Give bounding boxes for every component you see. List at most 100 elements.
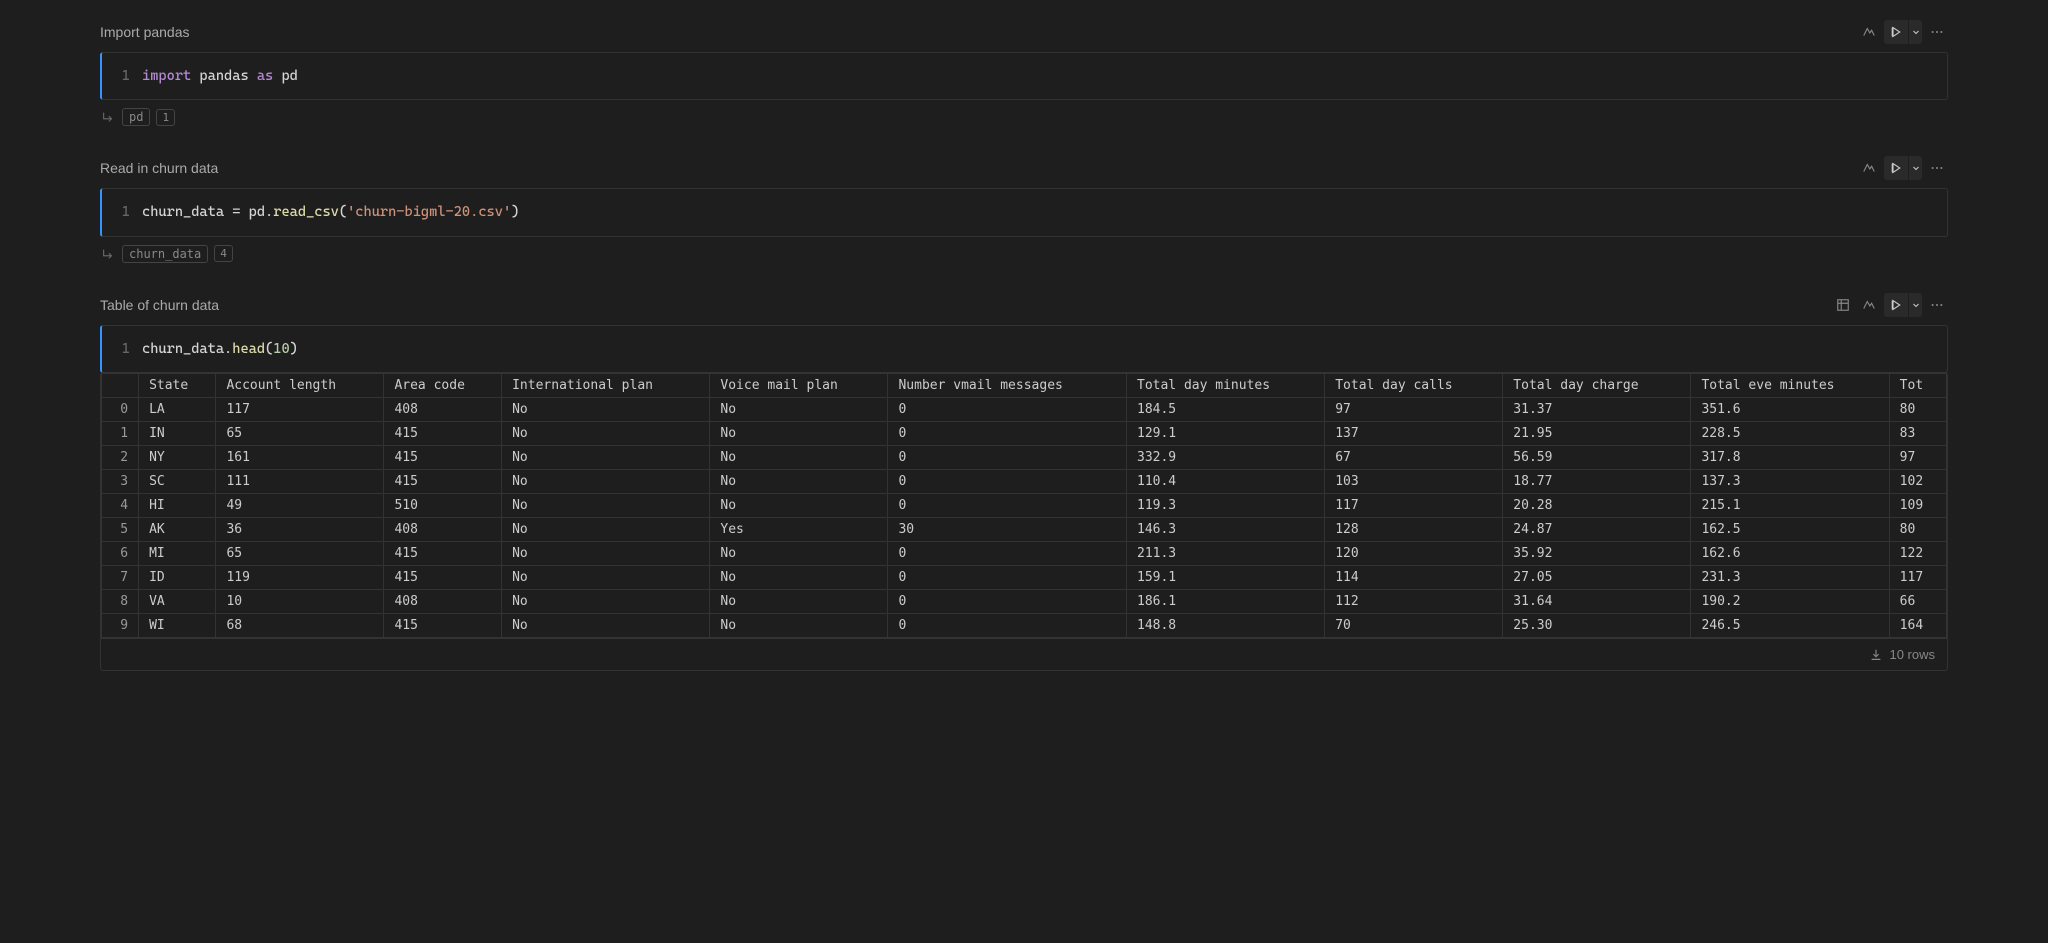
table-cell: 351.6 [1691,398,1889,422]
table-row[interactable]: 8VA10408NoNo0186.111231.64190.266 [102,590,1947,614]
run-cell-button[interactable] [1884,20,1922,44]
more-icon[interactable] [1926,21,1948,43]
column-header[interactable]: Total eve minutes [1691,374,1889,398]
code-content[interactable]: import pandas as pd [142,65,298,87]
chevron-down-icon[interactable] [1908,20,1922,44]
table-view-icon[interactable] [1832,294,1854,316]
table-cell: 36 [216,518,384,542]
table-cell: 159.1 [1127,566,1325,590]
chevron-down-icon[interactable] [1908,156,1922,180]
table-cell: 49 [216,494,384,518]
more-icon[interactable] [1926,294,1948,316]
table-cell: 246.5 [1691,614,1889,638]
diff-icon[interactable] [1858,157,1880,179]
table-cell: 5 [102,518,139,542]
diff-icon[interactable] [1858,21,1880,43]
column-header[interactable]: Area code [384,374,502,398]
output-var-pill[interactable]: pd [122,108,150,126]
table-cell: 161 [216,446,384,470]
table-cell: 215.1 [1691,494,1889,518]
column-header[interactable]: State [139,374,216,398]
code-content[interactable]: churn_data = pd.read_csv('churn-bigml-20… [142,201,519,223]
diff-icon[interactable] [1858,294,1880,316]
cell-header: Read in churn data [100,156,1948,188]
table-row[interactable]: 2NY161415NoNo0332.96756.59317.897 [102,446,1947,470]
code-cell[interactable]: 1 churn_data.head(10) [100,325,1948,373]
column-header[interactable]: Voice mail plan [710,374,888,398]
table-cell: 35.92 [1503,542,1691,566]
play-icon [1884,20,1908,44]
column-header[interactable]: Total day minutes [1127,374,1325,398]
table-row[interactable]: 6MI65415NoNo0211.312035.92162.6122 [102,542,1947,566]
table-cell: ID [139,566,216,590]
output-count-pill: 4 [214,245,233,262]
code-cell[interactable]: 1 import pandas as pd [100,52,1948,100]
run-cell-button[interactable] [1884,156,1922,180]
table-cell: 112 [1325,590,1503,614]
run-cell-button[interactable] [1884,293,1922,317]
cell-header: Table of churn data [100,293,1948,325]
table-cell: No [502,542,710,566]
output-var-pill[interactable]: churn_data [122,245,208,263]
table-row[interactable]: 5AK36408NoYes30146.312824.87162.580 [102,518,1947,542]
table-cell: 164 [1889,614,1946,638]
column-header[interactable]: International plan [502,374,710,398]
cell-actions [1832,293,1948,317]
table-cell: No [502,518,710,542]
table-cell: No [502,494,710,518]
table-cell: 109 [1889,494,1946,518]
table-footer: 10 rows [101,638,1947,670]
table-row[interactable]: 3SC111415NoNo0110.410318.77137.3102 [102,470,1947,494]
table-cell: 120 [1325,542,1503,566]
code-content[interactable]: churn_data.head(10) [142,338,298,360]
table-cell: 27.05 [1503,566,1691,590]
table-cell: No [502,614,710,638]
cell-output: pd 1 [100,108,1948,126]
table-cell: 65 [216,422,384,446]
table-cell: 415 [384,446,502,470]
code-cell[interactable]: 1 churn_data = pd.read_csv('churn-bigml-… [100,188,1948,236]
table-cell: No [710,566,888,590]
more-icon[interactable] [1926,157,1948,179]
table-cell: No [502,470,710,494]
table-row[interactable]: 7ID119415NoNo0159.111427.05231.3117 [102,566,1947,590]
table-row[interactable]: 1IN65415NoNo0129.113721.95228.583 [102,422,1947,446]
cell-title: Import pandas [100,24,190,40]
chevron-down-icon[interactable] [1908,293,1922,317]
table-cell: 9 [102,614,139,638]
table-cell: 97 [1889,446,1946,470]
table-header-row: StateAccount lengthArea codeInternationa… [102,374,1947,398]
row-count-label: 10 rows [1889,647,1935,662]
table-cell: LA [139,398,216,422]
table-cell: MI [139,542,216,566]
table-cell: 0 [888,614,1127,638]
column-header[interactable]: Tot [1889,374,1946,398]
table-cell: 68 [216,614,384,638]
table-cell: 80 [1889,518,1946,542]
table-scroll[interactable]: StateAccount lengthArea codeInternationa… [101,373,1947,638]
column-header[interactable] [102,374,139,398]
column-header[interactable]: Total day calls [1325,374,1503,398]
table-cell: 117 [216,398,384,422]
table-cell: 122 [1889,542,1946,566]
table-cell: 20.28 [1503,494,1691,518]
table-cell: No [502,590,710,614]
download-icon[interactable] [1869,648,1883,662]
table-cell: 190.2 [1691,590,1889,614]
table-cell: 97 [1325,398,1503,422]
table-row[interactable]: 4HI49510NoNo0119.311720.28215.1109 [102,494,1947,518]
table-cell: 128 [1325,518,1503,542]
table-cell: 415 [384,422,502,446]
table-cell: 137.3 [1691,470,1889,494]
column-header[interactable]: Number vmail messages [888,374,1127,398]
column-header[interactable]: Total day charge [1503,374,1691,398]
table-row[interactable]: 0LA117408NoNo0184.59731.37351.680 [102,398,1947,422]
table-cell: 114 [1325,566,1503,590]
cell-header: Import pandas [100,20,1948,52]
column-header[interactable]: Account length [216,374,384,398]
table-cell: 408 [384,518,502,542]
table-cell: HI [139,494,216,518]
table-row[interactable]: 9WI68415NoNo0148.87025.30246.5164 [102,614,1947,638]
table-cell: 186.1 [1127,590,1325,614]
cell-title: Read in churn data [100,160,218,176]
